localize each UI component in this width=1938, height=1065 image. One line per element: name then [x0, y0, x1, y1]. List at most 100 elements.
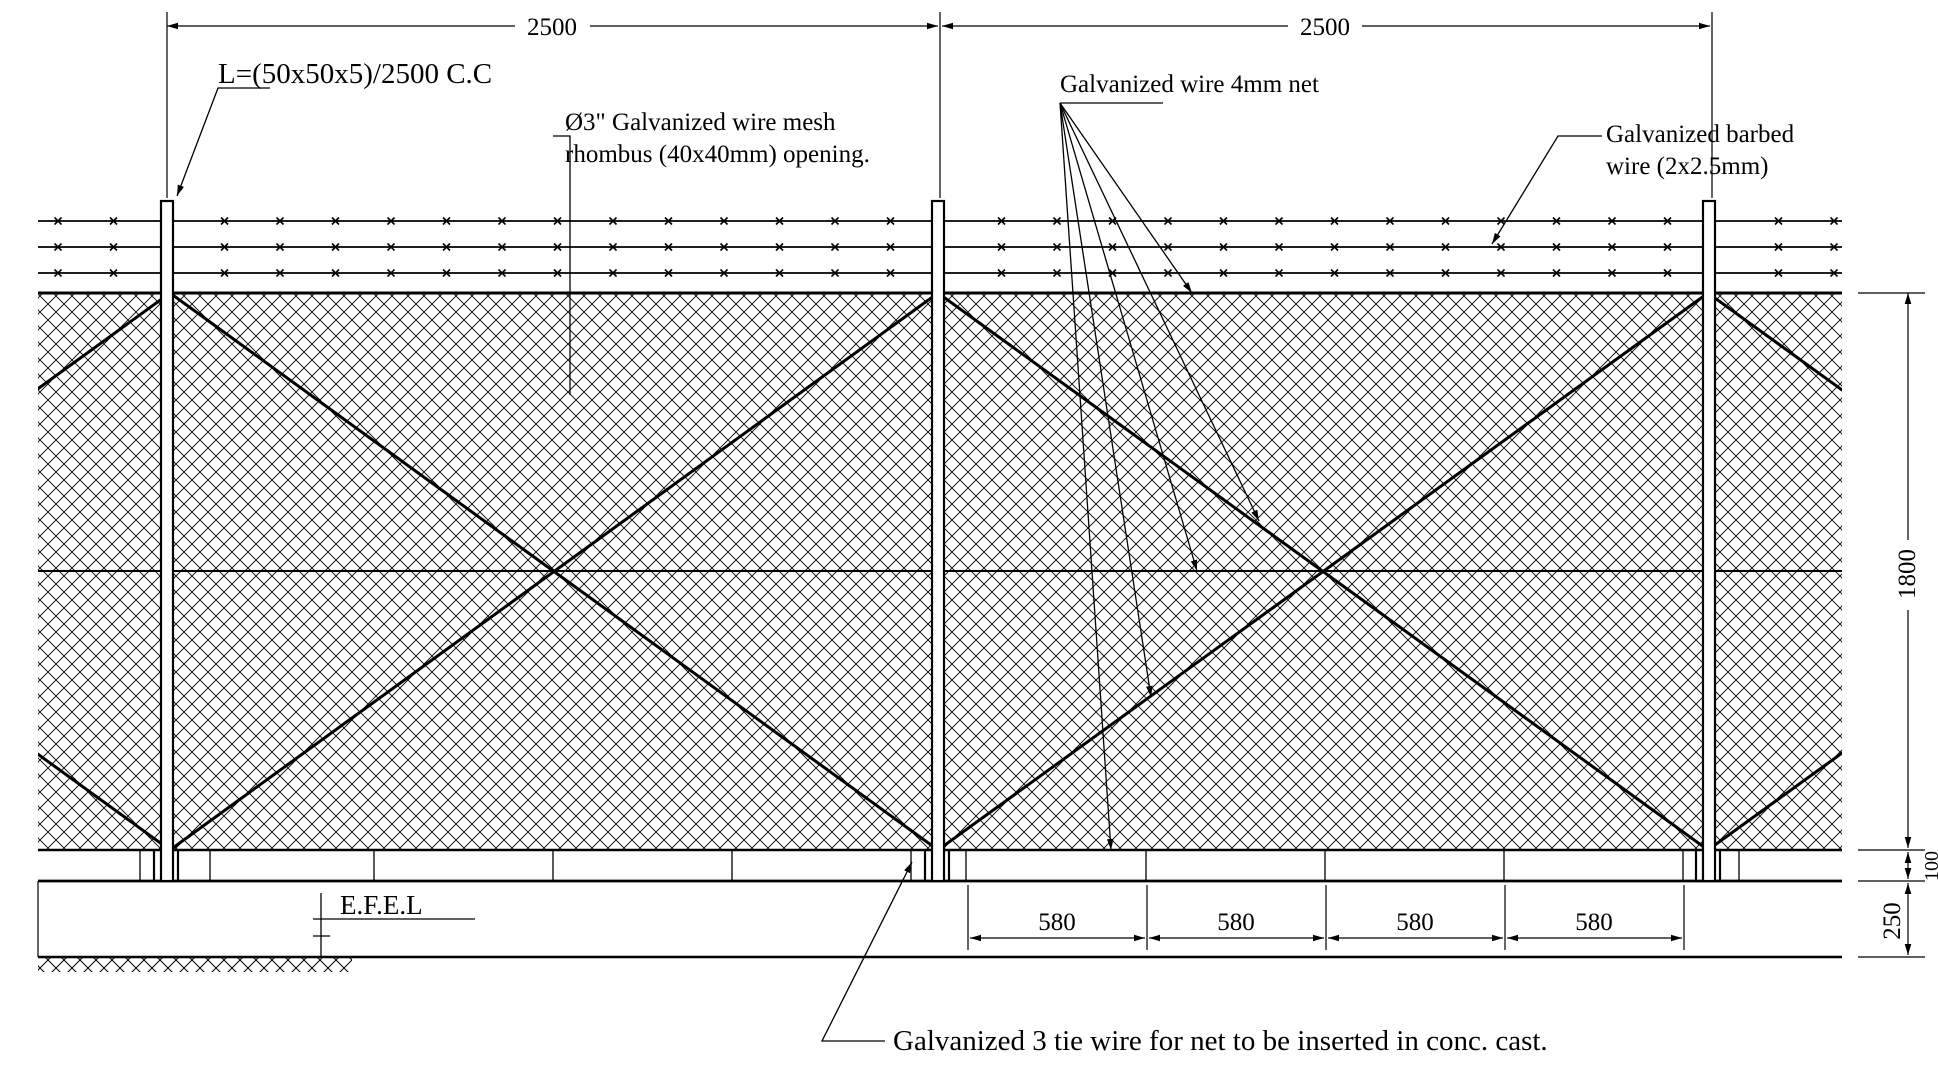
tie-spacing-2: 580 — [1217, 909, 1255, 936]
barb-mark — [1441, 216, 1450, 226]
barb-mark — [497, 242, 507, 252]
barb-mark — [1385, 216, 1395, 226]
barb-mark — [664, 268, 673, 278]
barb-mark — [1274, 216, 1284, 226]
callout-leaders — [176, 87, 1602, 1042]
height-dimensions — [1858, 292, 1925, 958]
barb-mark — [1552, 268, 1561, 278]
barb-mark — [275, 216, 285, 226]
barb-mark — [1663, 268, 1672, 278]
barb-mark — [1829, 268, 1839, 278]
barb-mark — [275, 242, 285, 252]
height-mesh-dimension: 1800 — [1894, 549, 1921, 599]
barb-mark — [220, 216, 229, 226]
barb-mark — [1274, 268, 1284, 278]
barb-mark — [1052, 216, 1062, 226]
barb-mark — [886, 242, 895, 252]
barb-mark — [1441, 242, 1450, 252]
barb-mark — [1663, 242, 1672, 252]
barb-mark — [553, 216, 562, 226]
barb-mark — [331, 216, 340, 226]
barb-mark — [442, 216, 451, 226]
barb-mark — [608, 242, 618, 252]
barbed-wire-label-line1: Galvanized barbed — [1606, 121, 1795, 148]
barb-mark — [1552, 242, 1561, 252]
barb-mark — [1052, 242, 1062, 252]
barb-mark — [1829, 242, 1839, 252]
barb-mark — [109, 242, 118, 252]
mesh-spec-label-line2: rhombus (40x40mm) opening. — [565, 141, 870, 168]
span-dimensions — [166, 12, 1713, 198]
barb-mark — [664, 216, 673, 226]
barbed-wire-label-line2: wire (2x2.5mm) — [1606, 153, 1768, 180]
barb-mark — [775, 242, 784, 252]
barb-mark — [1219, 242, 1228, 252]
barb-mark — [1163, 268, 1173, 278]
barb-mark — [553, 242, 562, 252]
tie-spacing-3: 580 — [1396, 909, 1434, 936]
barb-mark — [1274, 242, 1284, 252]
barb-mark — [1052, 268, 1062, 278]
barb-mark — [1330, 242, 1339, 252]
barb-mark — [1330, 268, 1339, 278]
barb-mark — [331, 242, 340, 252]
barb-mark — [1385, 242, 1395, 252]
barb-mark — [220, 242, 229, 252]
barb-mark — [1496, 268, 1506, 278]
barb-mark — [1385, 268, 1395, 278]
barb-mark — [1774, 268, 1783, 278]
barb-mark — [1163, 216, 1173, 226]
barb-mark — [1496, 242, 1506, 252]
barb-mark — [1829, 216, 1839, 226]
span-right-dimension: 2500 — [1300, 14, 1350, 41]
height-base-dimension: 250 — [1879, 902, 1906, 940]
barb-mark — [997, 216, 1006, 226]
barb-mark — [1607, 242, 1617, 252]
efel-label: E.F.E.L — [340, 890, 423, 920]
barb-mark — [1163, 242, 1173, 252]
barb-mark — [608, 216, 618, 226]
barb-mark — [1108, 242, 1117, 252]
barb-mark — [886, 268, 895, 278]
barb-mark — [719, 268, 729, 278]
barb-mark — [53, 216, 63, 226]
barb-mark — [886, 216, 895, 226]
barb-mark — [775, 268, 784, 278]
barb-mark — [497, 216, 507, 226]
barb-mark — [553, 268, 562, 278]
barb-mark — [53, 242, 63, 252]
barb-mark — [664, 242, 673, 252]
tie-spacing-1: 580 — [1038, 909, 1076, 936]
barb-mark — [1552, 216, 1561, 226]
barb-mark — [386, 268, 396, 278]
post-right — [1701, 199, 1717, 883]
post-spec-label: L=(50x50x5)/2500 C.C — [218, 58, 492, 90]
height-gap-dimension: 100 — [1921, 851, 1938, 881]
barb-mark — [53, 268, 63, 278]
span-left-dimension: 2500 — [527, 14, 577, 41]
fence-posts — [152, 199, 1722, 883]
barb-mark — [997, 242, 1006, 252]
barb-mark — [1607, 216, 1617, 226]
barb-mark — [109, 216, 118, 226]
barb-mark — [608, 268, 618, 278]
barb-mark — [386, 216, 396, 226]
barb-mark — [331, 268, 340, 278]
barb-mark — [109, 268, 118, 278]
barb-mark — [1441, 268, 1450, 278]
post-left — [159, 199, 175, 883]
barb-mark — [830, 242, 840, 252]
barb-mark — [719, 216, 729, 226]
barb-mark — [1607, 268, 1617, 278]
efel-level-mark — [313, 893, 475, 957]
barb-mark — [1219, 216, 1228, 226]
tie-wire-label: Galvanized 3 tie wire for net to be inse… — [893, 1025, 1548, 1057]
barb-mark — [830, 268, 840, 278]
soil-hatch — [38, 958, 352, 972]
barb-mark — [386, 242, 396, 252]
tie-spacing-4: 580 — [1575, 909, 1613, 936]
post-middle — [930, 199, 946, 883]
barb-mark — [275, 268, 285, 278]
net-wire-label: Galvanized wire 4mm net — [1060, 71, 1319, 98]
